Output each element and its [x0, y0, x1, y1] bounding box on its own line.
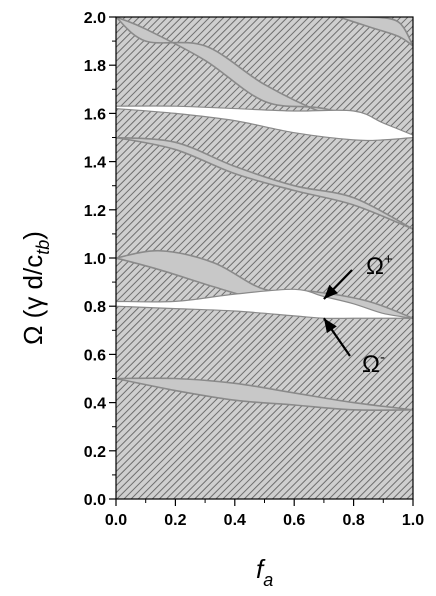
x-axis: 0.0 0.2 0.4 0.6 0.8 1.0: [105, 499, 424, 529]
x-tick-label: 0.0: [105, 512, 127, 529]
annotation-arrowhead: [323, 318, 337, 334]
y-tick-label: 0.6: [84, 347, 106, 364]
y-axis: 0.0 0.2 0.4 0.6 0.8 1.0 1.2 1.4 1.6 1.8 2.0: [84, 10, 116, 509]
band-fill: [338, 17, 413, 46]
annotation-label: Ω+: [366, 251, 393, 280]
band-fill: [116, 378, 413, 411]
x-axis-title: fa: [256, 554, 273, 590]
x-tick-label: 0.2: [164, 512, 186, 529]
y-tick-label: 0.2: [84, 444, 106, 461]
series-line: [116, 249, 413, 319]
y-axis-title: Ω (γ d/ctb): [18, 231, 53, 345]
y-tick-label: 0.8: [84, 299, 106, 316]
series-line: [338, 17, 413, 47]
x-tick-label: 1.0: [402, 512, 424, 529]
y-tick-label: 2.0: [84, 10, 106, 27]
series-line: [338, 17, 413, 47]
x-tick-label: 0.8: [342, 512, 364, 529]
gap-region: [116, 105, 413, 142]
series-line: [116, 377, 413, 411]
annotation-arrowhead: [323, 284, 338, 299]
x-tick-label: 0.4: [224, 512, 246, 529]
x-tick-label: 0.6: [283, 512, 305, 529]
y-tick-label: 1.8: [84, 58, 106, 75]
band-fill: [116, 17, 413, 138]
y-tick-label: 0.0: [84, 492, 106, 509]
y-tick-label: 1.6: [84, 106, 106, 123]
y-tick-label: 1.2: [84, 203, 106, 220]
annotation-label: Ω-: [362, 349, 385, 378]
y-tick-label: 1.4: [84, 155, 106, 172]
series-line: [116, 377, 413, 411]
y-tick-label: 0.4: [84, 396, 106, 413]
y-tick-label: 1.0: [84, 251, 106, 268]
series-line: [116, 136, 413, 230]
series-line: [116, 136, 413, 230]
annotations: Ω+ Ω-: [322, 251, 393, 378]
plot-area: [115, 16, 414, 500]
